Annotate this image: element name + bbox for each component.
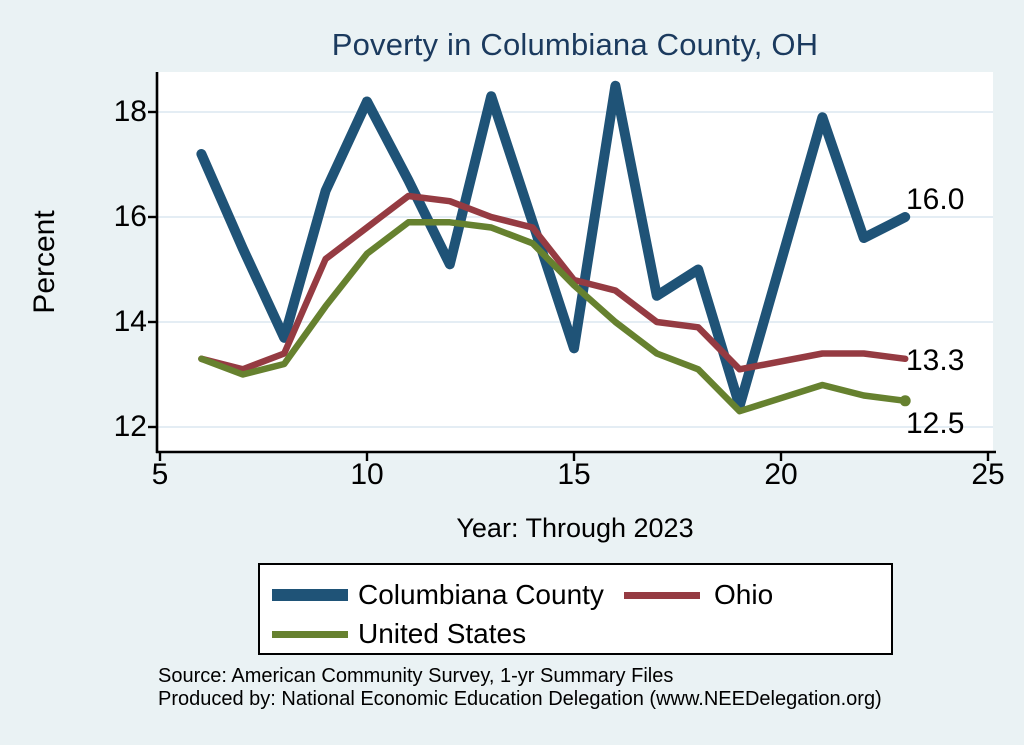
series-line-columbiana-county <box>196 80 911 411</box>
x-tick-label-10: 10 <box>350 458 384 491</box>
plot-area <box>157 72 993 452</box>
series-line-ohio <box>198 192 909 373</box>
x-tick-label-20: 20 <box>764 458 798 491</box>
end-label-columbiana: 16.0 <box>906 183 965 216</box>
end-marker-united-states <box>899 395 911 407</box>
footer-source-line: Source: American Community Survey, 1-yr … <box>158 665 674 687</box>
x-tick-label-25: 25 <box>971 458 1005 491</box>
legend-swatch-united-states <box>272 631 348 638</box>
legend: Columbiana County Ohio United States <box>258 563 893 655</box>
legend-swatch-ohio <box>624 592 700 599</box>
chart-title: Poverty in Columbiana County, OH <box>331 27 819 62</box>
legend-label-ohio: Ohio <box>714 579 774 610</box>
x-tick-label-15: 15 <box>557 458 591 491</box>
y-axis-title: Percent <box>28 210 61 314</box>
footer: Source: American Community Survey, 1-yr … <box>158 665 882 710</box>
x-tick-label-5: 5 <box>151 458 169 491</box>
end-label-united-states: 12.5 <box>906 407 965 440</box>
footer-produced-by-line: Produced by: National Economic Education… <box>158 687 882 710</box>
legend-label-united-states: United States <box>358 618 527 649</box>
y-tick-label-18: 18 <box>113 95 147 128</box>
legend-swatch-columbiana <box>272 589 348 601</box>
x-axis-title: Year: Through 2023 <box>456 513 694 543</box>
y-tick-label-16: 16 <box>113 200 147 233</box>
legend-label-columbiana: Columbiana County <box>358 579 604 610</box>
y-tick-label-14: 14 <box>113 305 147 338</box>
end-label-ohio: 13.3 <box>906 344 965 377</box>
y-tick-label-12: 12 <box>113 410 147 443</box>
series-line-united-states <box>198 219 909 415</box>
